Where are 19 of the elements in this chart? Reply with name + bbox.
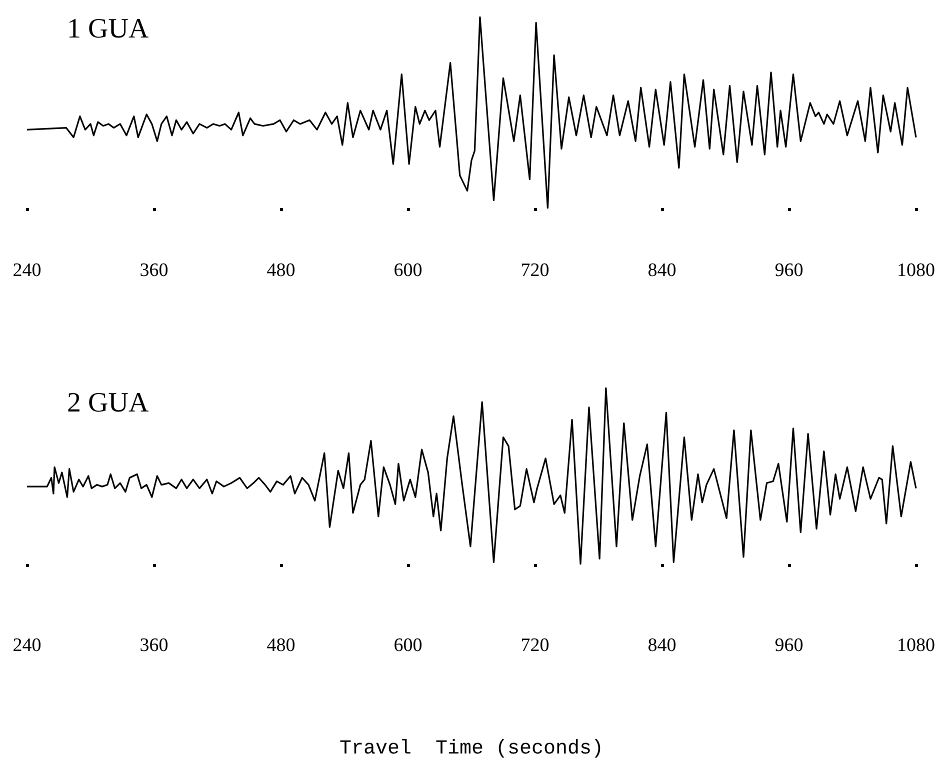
x-tick-label: 360 (140, 635, 168, 656)
x-tick-label: 960 (774, 635, 804, 656)
x-tick-label: 720 (520, 635, 550, 656)
x-tick-label: 480 (266, 260, 296, 281)
x-tick-label: 960 (774, 260, 804, 281)
x-tick-label: 1080 (897, 260, 935, 281)
x-tick-label: 600 (394, 260, 422, 281)
chart-title: 2 GUA (67, 388, 150, 418)
x-tick-label: 480 (266, 635, 296, 656)
x-axis-title: Travel Time (seconds) (339, 738, 604, 760)
x-tick-label: 360 (140, 260, 168, 281)
x-tick-label: 240 (12, 635, 42, 656)
x-tick-label: 600 (394, 635, 422, 656)
x-tick-label: 840 (648, 260, 676, 281)
x-tick-label: 240 (12, 260, 42, 281)
x-tick-label: 840 (648, 635, 676, 656)
x-tick-label: 1080 (897, 635, 935, 656)
chart-title: 1 GUA (67, 14, 150, 44)
x-tick-label: 720 (520, 260, 550, 281)
